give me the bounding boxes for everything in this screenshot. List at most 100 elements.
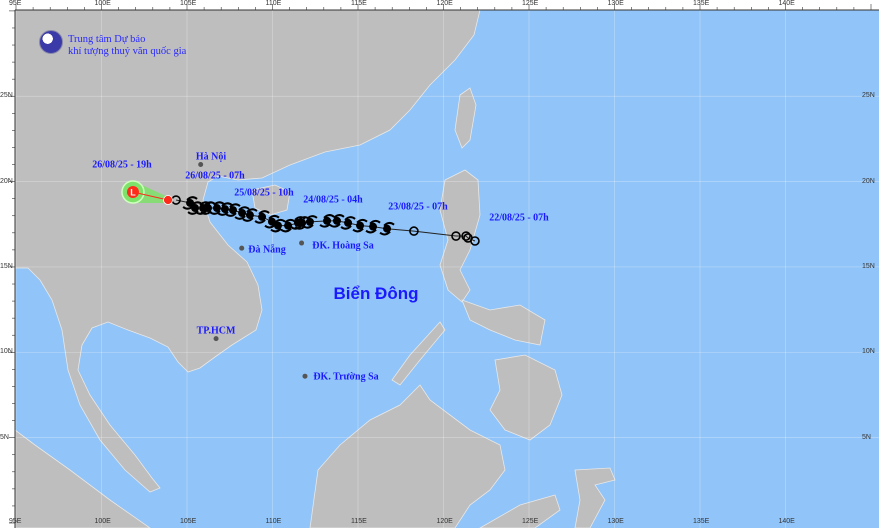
lon-tick-label: 125E (522, 0, 539, 7)
time-label: 25/08/25 - 10h (234, 187, 294, 199)
lon-tick-label: 120E (436, 0, 453, 7)
typhoon-icon-core (212, 204, 221, 213)
typhoon-icon-core (332, 216, 341, 225)
lon-tick-label: 100E (94, 518, 111, 525)
lon-tick-label: 140E (778, 0, 795, 7)
lat-tick-label: 5N (0, 433, 9, 441)
typhoon-icon (242, 208, 258, 222)
landmass (14, 9, 481, 493)
depression-marker (451, 231, 461, 241)
place-marker (299, 240, 305, 246)
lon-tick-label: 105E (180, 518, 197, 525)
org-name-line2: khí tượng thuỷ văn quốc gia (68, 46, 187, 57)
logo (39, 30, 63, 60)
typhoon-icon (234, 206, 250, 220)
typhoon-icon-core (383, 224, 392, 233)
typhoon-icon-arms (225, 203, 241, 217)
typhoon-icon (270, 218, 286, 233)
typhoon-icon-arms (217, 202, 233, 216)
lon-tick-label: 120E (436, 518, 453, 525)
lon-tick-label: 100E (94, 0, 111, 7)
typhoon-icon-core (199, 204, 208, 213)
typhoon-icon-core (273, 221, 282, 230)
lon-tick-label: 135E (693, 518, 710, 525)
lon-tick-label: 140E (778, 518, 795, 525)
typhoon-icon-core (220, 205, 229, 214)
logo-emblem-icon (39, 30, 63, 54)
typhoon-icon-arms (254, 210, 270, 224)
lat-tick-label: 20N (862, 177, 875, 185)
typhoon-icon (365, 219, 381, 234)
place-label-hoangsa: ĐK. Hoàng Sa (312, 240, 374, 252)
typhoon-icon (379, 221, 395, 236)
place-marker (239, 245, 245, 251)
landmass (461, 299, 546, 346)
typhoon-icon (340, 216, 356, 230)
typhoon-icon-core (245, 211, 254, 220)
lon-tick-label: 135E (693, 0, 710, 7)
typhoon-icon-arms (290, 216, 306, 230)
landmass (489, 354, 563, 441)
typhoon-icon-arms (280, 218, 296, 233)
landmass (14, 429, 151, 528)
lon-tick-label: 115E (351, 518, 367, 525)
landmass (574, 467, 616, 528)
lon-tick-label: 110E (265, 518, 282, 525)
time-label: 23/08/25 - 07h (388, 201, 448, 213)
typhoon-icon (254, 210, 270, 224)
typhoon-icon-core (293, 218, 302, 227)
typhoon-icon (329, 214, 345, 228)
typhoon-icon-core (284, 221, 293, 230)
typhoon-icon-core (228, 206, 237, 215)
lat-tick-label: 15N (0, 262, 13, 270)
lat-tick-label: 25N (0, 92, 13, 100)
typhoon-icon-arms (352, 218, 368, 233)
lon-tick-label: 130E (607, 0, 624, 7)
typhoon-icon-core (238, 209, 247, 218)
lon-tick-label: 125E (522, 518, 539, 525)
place-label-truongsa: ĐK. Trường Sa (313, 371, 379, 383)
depression-marker (461, 231, 471, 241)
typhoon-icon-core (186, 198, 195, 207)
typhoon-icon (319, 214, 335, 228)
time-label: 22/08/25 - 07h (489, 212, 549, 224)
typhoon-icon-arms (182, 196, 198, 210)
typhoon-icon (217, 202, 233, 216)
typhoon-icon (225, 203, 241, 217)
sea-name-label: Biển Đông (333, 284, 419, 303)
place-marker (198, 162, 204, 168)
time-label: 24/08/25 - 04h (303, 194, 363, 206)
place-label-hcm: TP.HCM (196, 325, 236, 337)
depression-marker (409, 226, 419, 236)
typhoon-icon-arms (264, 214, 280, 229)
landmass (479, 494, 561, 528)
lon-tick-label: 95E (9, 518, 22, 525)
low-pressure-symbol: L (130, 188, 136, 198)
typhoon-icon (182, 196, 198, 210)
lon-tick-label: 110E (265, 0, 282, 7)
time-label: 26/08/25 - 07h (185, 170, 245, 182)
typhoon-icon-arms (329, 214, 345, 228)
lat-tick-label: 25N (862, 92, 875, 100)
typhoon-icon-arms (365, 219, 381, 234)
typhoon-icon (280, 218, 296, 233)
typhoon-icon-core (267, 217, 276, 226)
lat-tick-label: 20N (0, 177, 13, 185)
typhoon-icon-core (323, 216, 332, 225)
typhoon-icon-core (258, 212, 267, 221)
lat-tick-label: 5N (862, 433, 871, 441)
typhoon-icon (290, 216, 306, 230)
lon-tick-label: 95E (9, 0, 22, 7)
lat-tick-label: 10N (862, 348, 875, 356)
place-label-danang: Đà Nẵng (248, 244, 286, 256)
lat-tick-label: 10N (0, 348, 13, 356)
typhoon-icon (264, 214, 280, 229)
lat-tick-label: 15N (862, 262, 875, 270)
place-marker (213, 336, 219, 342)
typhoon-icon-core (356, 221, 365, 230)
forecast-depression-marker (163, 195, 173, 205)
typhoon-icon-core (344, 218, 353, 227)
lon-tick-label: 115E (351, 0, 367, 7)
